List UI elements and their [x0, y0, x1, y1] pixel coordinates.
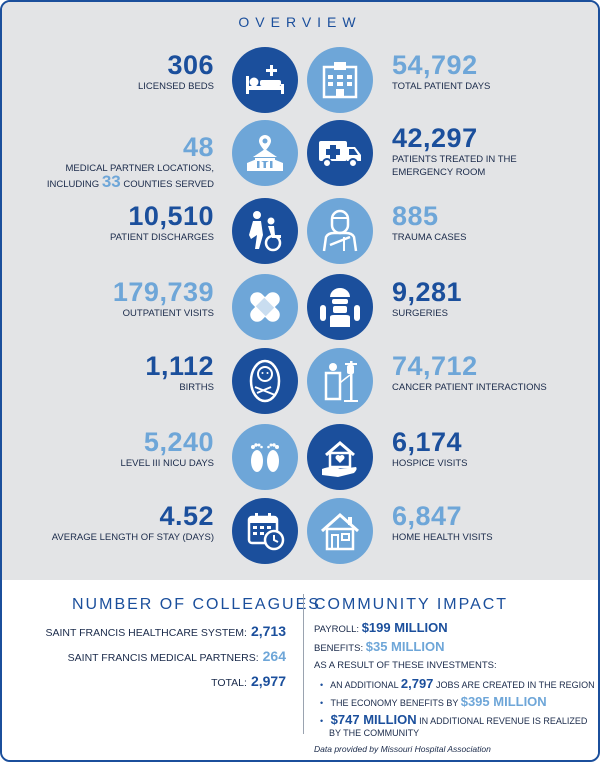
stat-label: OUTPATIENT VISITS [122, 308, 214, 319]
stat-label: TOTAL PATIENT DAYS [392, 81, 491, 92]
stat-value: 10,510 [128, 201, 214, 231]
payroll-value: $199 MILLION [361, 620, 448, 635]
stat-row-6: 5,240 LEVEL III NICU DAYS [2, 424, 598, 490]
stat-row-5: 1,112 BIRTHS [2, 348, 598, 414]
stat-emergency-room: 42,297 PATIENTS TREATED IN THE EMERGENCY… [392, 123, 517, 179]
wheelchair-icon [232, 198, 298, 264]
payroll-line: PAYROLL: $199 MILLION [314, 620, 448, 635]
stat-label: PATIENT DISCHARGES [110, 232, 214, 243]
stat-row-3: 10,510 PATIENT DISCHARGES [2, 198, 598, 264]
investments-text: AS A RESULT OF THESE INVESTMENTS: [314, 660, 497, 671]
stat-value: 885 [392, 201, 439, 231]
stat-value: 54,792 [392, 50, 478, 80]
stat-label: MEDICAL PARTNER LOCATIONS, [65, 163, 214, 174]
bandage-icon [232, 274, 298, 340]
column-divider [303, 594, 304, 734]
stat-label-line2: EMERGENCY ROOM [392, 167, 486, 178]
stat-label: AVERAGE LENGTH OF STAY (DAYS) [51, 532, 214, 543]
stat-nicu-days: 5,240 LEVEL III NICU DAYS [121, 427, 214, 470]
stat-total-patient-days: 54,792 TOTAL PATIENT DAYS [392, 50, 490, 93]
stat-label: LEVEL III NICU DAYS [120, 458, 214, 469]
ambulance-icon [307, 120, 373, 186]
colleagues-medical-partners: SAINT FRANCIS MEDICAL PARTNERS: 264 [67, 648, 286, 664]
overview-title: OVERVIEW [238, 14, 362, 30]
colleagues-healthcare-system: SAINT FRANCIS HEALTHCARE SYSTEM: 2,713 [45, 623, 286, 639]
bullet-revenue: $747 MILLION IN ADDITIONAL REVENUE IS RE… [320, 712, 588, 727]
stat-label: BIRTHS [179, 382, 214, 393]
economy-value: $395 MILLION [460, 694, 547, 709]
stat-value: 1,112 [145, 351, 214, 381]
hospital-bed-icon [232, 47, 298, 113]
data-source-note: Data provided by Missouri Hospital Assoc… [314, 744, 491, 754]
stat-trauma-cases: 885 TRAUMA CASES [392, 201, 466, 244]
baby-icon [232, 348, 298, 414]
calendar-clock-icon [232, 498, 298, 564]
bullet-jobs: AN ADDITIONAL 2,797 JOBS ARE CREATED IN … [320, 676, 594, 691]
stat-value: 5,240 [143, 427, 214, 457]
stat-label: LICENSED BEDS [137, 81, 214, 92]
stat-value: 6,174 [392, 427, 463, 457]
stat-value: 42,297 [392, 123, 478, 153]
house-icon [307, 498, 373, 564]
stat-row-4: 179,739 OUTPATIENT VISITS [2, 274, 598, 340]
revenue-value: $747 MILLION [330, 712, 417, 727]
colleagues-value: 2,713 [250, 623, 286, 639]
stat-row-2: 48 MEDICAL PARTNER LOCATIONS, INCLUDING … [2, 120, 598, 190]
colleagues-value: 264 [262, 648, 286, 664]
overview-section: OVERVIEW 306 LICENSED BEDS [2, 2, 598, 580]
stat-label: HOME HEALTH VISITS [392, 532, 493, 543]
iv-patient-icon [307, 348, 373, 414]
stat-births: 1,112 BIRTHS [145, 351, 214, 394]
stat-value: 9,281 [392, 277, 463, 307]
stat-partner-locations: 48 MEDICAL PARTNER LOCATIONS, INCLUDING … [47, 132, 214, 191]
benefits-line: BENEFITS: $35 MILLION [314, 639, 445, 654]
bullet-revenue-line2: BY THE COMMUNITY [329, 728, 420, 738]
stat-label-line2: INCLUDING 33 COUNTIES SERVED [46, 172, 214, 191]
stat-label: HOSPICE VISITS [392, 458, 468, 469]
stat-value: 48 [182, 132, 214, 162]
map-location-icon [232, 120, 298, 186]
stat-outpatient-visits: 179,739 OUTPATIENT VISITS [113, 277, 214, 320]
colleagues-value: 2,977 [250, 673, 286, 689]
stat-patient-discharges: 10,510 PATIENT DISCHARGES [110, 201, 214, 244]
stat-value: 179,739 [112, 277, 214, 307]
stat-label: CANCER PATIENT INTERACTIONS [392, 382, 547, 393]
counties-served-value: 33 [101, 172, 121, 191]
stat-label: SURGERIES [392, 308, 448, 319]
stat-value: 306 [167, 50, 214, 80]
stat-surgeries: 9,281 SURGERIES [392, 277, 462, 320]
hospital-building-icon [307, 47, 373, 113]
jobs-value: 2,797 [400, 676, 434, 691]
stat-licensed-beds: 306 LICENSED BEDS [138, 50, 214, 93]
bullet-economy: THE ECONOMY BENEFITS BY $395 MILLION [320, 694, 547, 709]
stat-hospice-visits: 6,174 HOSPICE VISITS [392, 427, 468, 470]
injured-patient-icon [307, 198, 373, 264]
surgeon-icon [307, 274, 373, 340]
stat-cancer-interactions: 74,712 CANCER PATIENT INTERACTIONS [392, 351, 547, 394]
benefits-value: $35 MILLION [365, 639, 445, 654]
stat-home-health-visits: 6,847 HOME HEALTH VISITS [392, 501, 493, 544]
stat-value: 74,712 [392, 351, 478, 381]
stat-row-1: 306 LICENSED BEDS [2, 47, 598, 113]
baby-feet-icon [232, 424, 298, 490]
stat-value: 6,847 [392, 501, 463, 531]
stat-label: PATIENTS TREATED IN THE [392, 154, 517, 165]
stat-row-7: 4.52 AVERAGE LENGTH OF STAY (DAYS) [2, 498, 598, 564]
community-impact-title: COMMUNITY IMPACT [314, 596, 509, 613]
hospice-care-icon [307, 424, 373, 490]
colleagues-total: TOTAL: 2,977 [211, 673, 286, 689]
summary-section: NUMBER OF COLLEAGUES SAINT FRANCIS HEALT… [2, 580, 598, 760]
stat-label: TRAUMA CASES [392, 232, 467, 243]
stat-average-stay: 4.52 AVERAGE LENGTH OF STAY (DAYS) [52, 501, 214, 544]
colleagues-title: NUMBER OF COLLEAGUES [72, 596, 321, 613]
stat-value: 4.52 [159, 501, 214, 531]
